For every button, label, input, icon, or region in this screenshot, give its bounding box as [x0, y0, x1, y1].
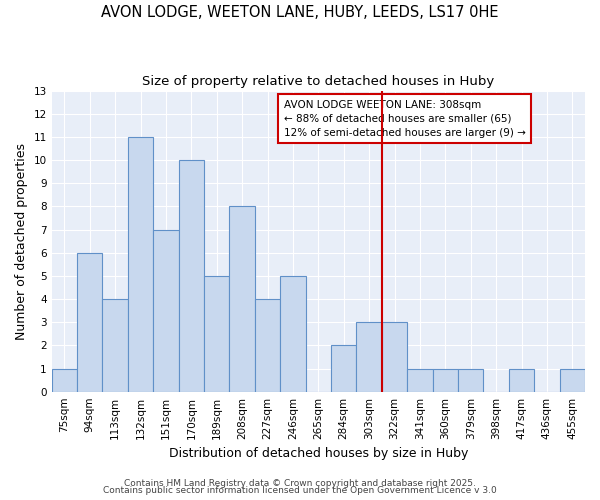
X-axis label: Distribution of detached houses by size in Huby: Distribution of detached houses by size …	[169, 447, 468, 460]
Bar	[509, 368, 534, 392]
Text: Contains HM Land Registry data © Crown copyright and database right 2025.: Contains HM Land Registry data © Crown c…	[124, 478, 476, 488]
Title: Size of property relative to detached houses in Huby: Size of property relative to detached ho…	[142, 75, 494, 88]
Bar	[128, 137, 153, 392]
Bar	[331, 346, 356, 392]
Bar	[52, 368, 77, 392]
Bar	[229, 206, 255, 392]
Bar	[407, 368, 433, 392]
Bar	[382, 322, 407, 392]
Bar	[255, 299, 280, 392]
Bar	[153, 230, 179, 392]
Bar	[77, 252, 103, 392]
Bar	[433, 368, 458, 392]
Bar	[458, 368, 484, 392]
Bar	[560, 368, 585, 392]
Text: Contains public sector information licensed under the Open Government Licence v : Contains public sector information licen…	[103, 486, 497, 495]
Bar	[204, 276, 229, 392]
Text: AVON LODGE, WEETON LANE, HUBY, LEEDS, LS17 0HE: AVON LODGE, WEETON LANE, HUBY, LEEDS, LS…	[101, 5, 499, 20]
Bar	[103, 299, 128, 392]
Bar	[356, 322, 382, 392]
Bar	[179, 160, 204, 392]
Y-axis label: Number of detached properties: Number of detached properties	[15, 142, 28, 340]
Text: AVON LODGE WEETON LANE: 308sqm
← 88% of detached houses are smaller (65)
12% of : AVON LODGE WEETON LANE: 308sqm ← 88% of …	[284, 100, 526, 138]
Bar	[280, 276, 305, 392]
